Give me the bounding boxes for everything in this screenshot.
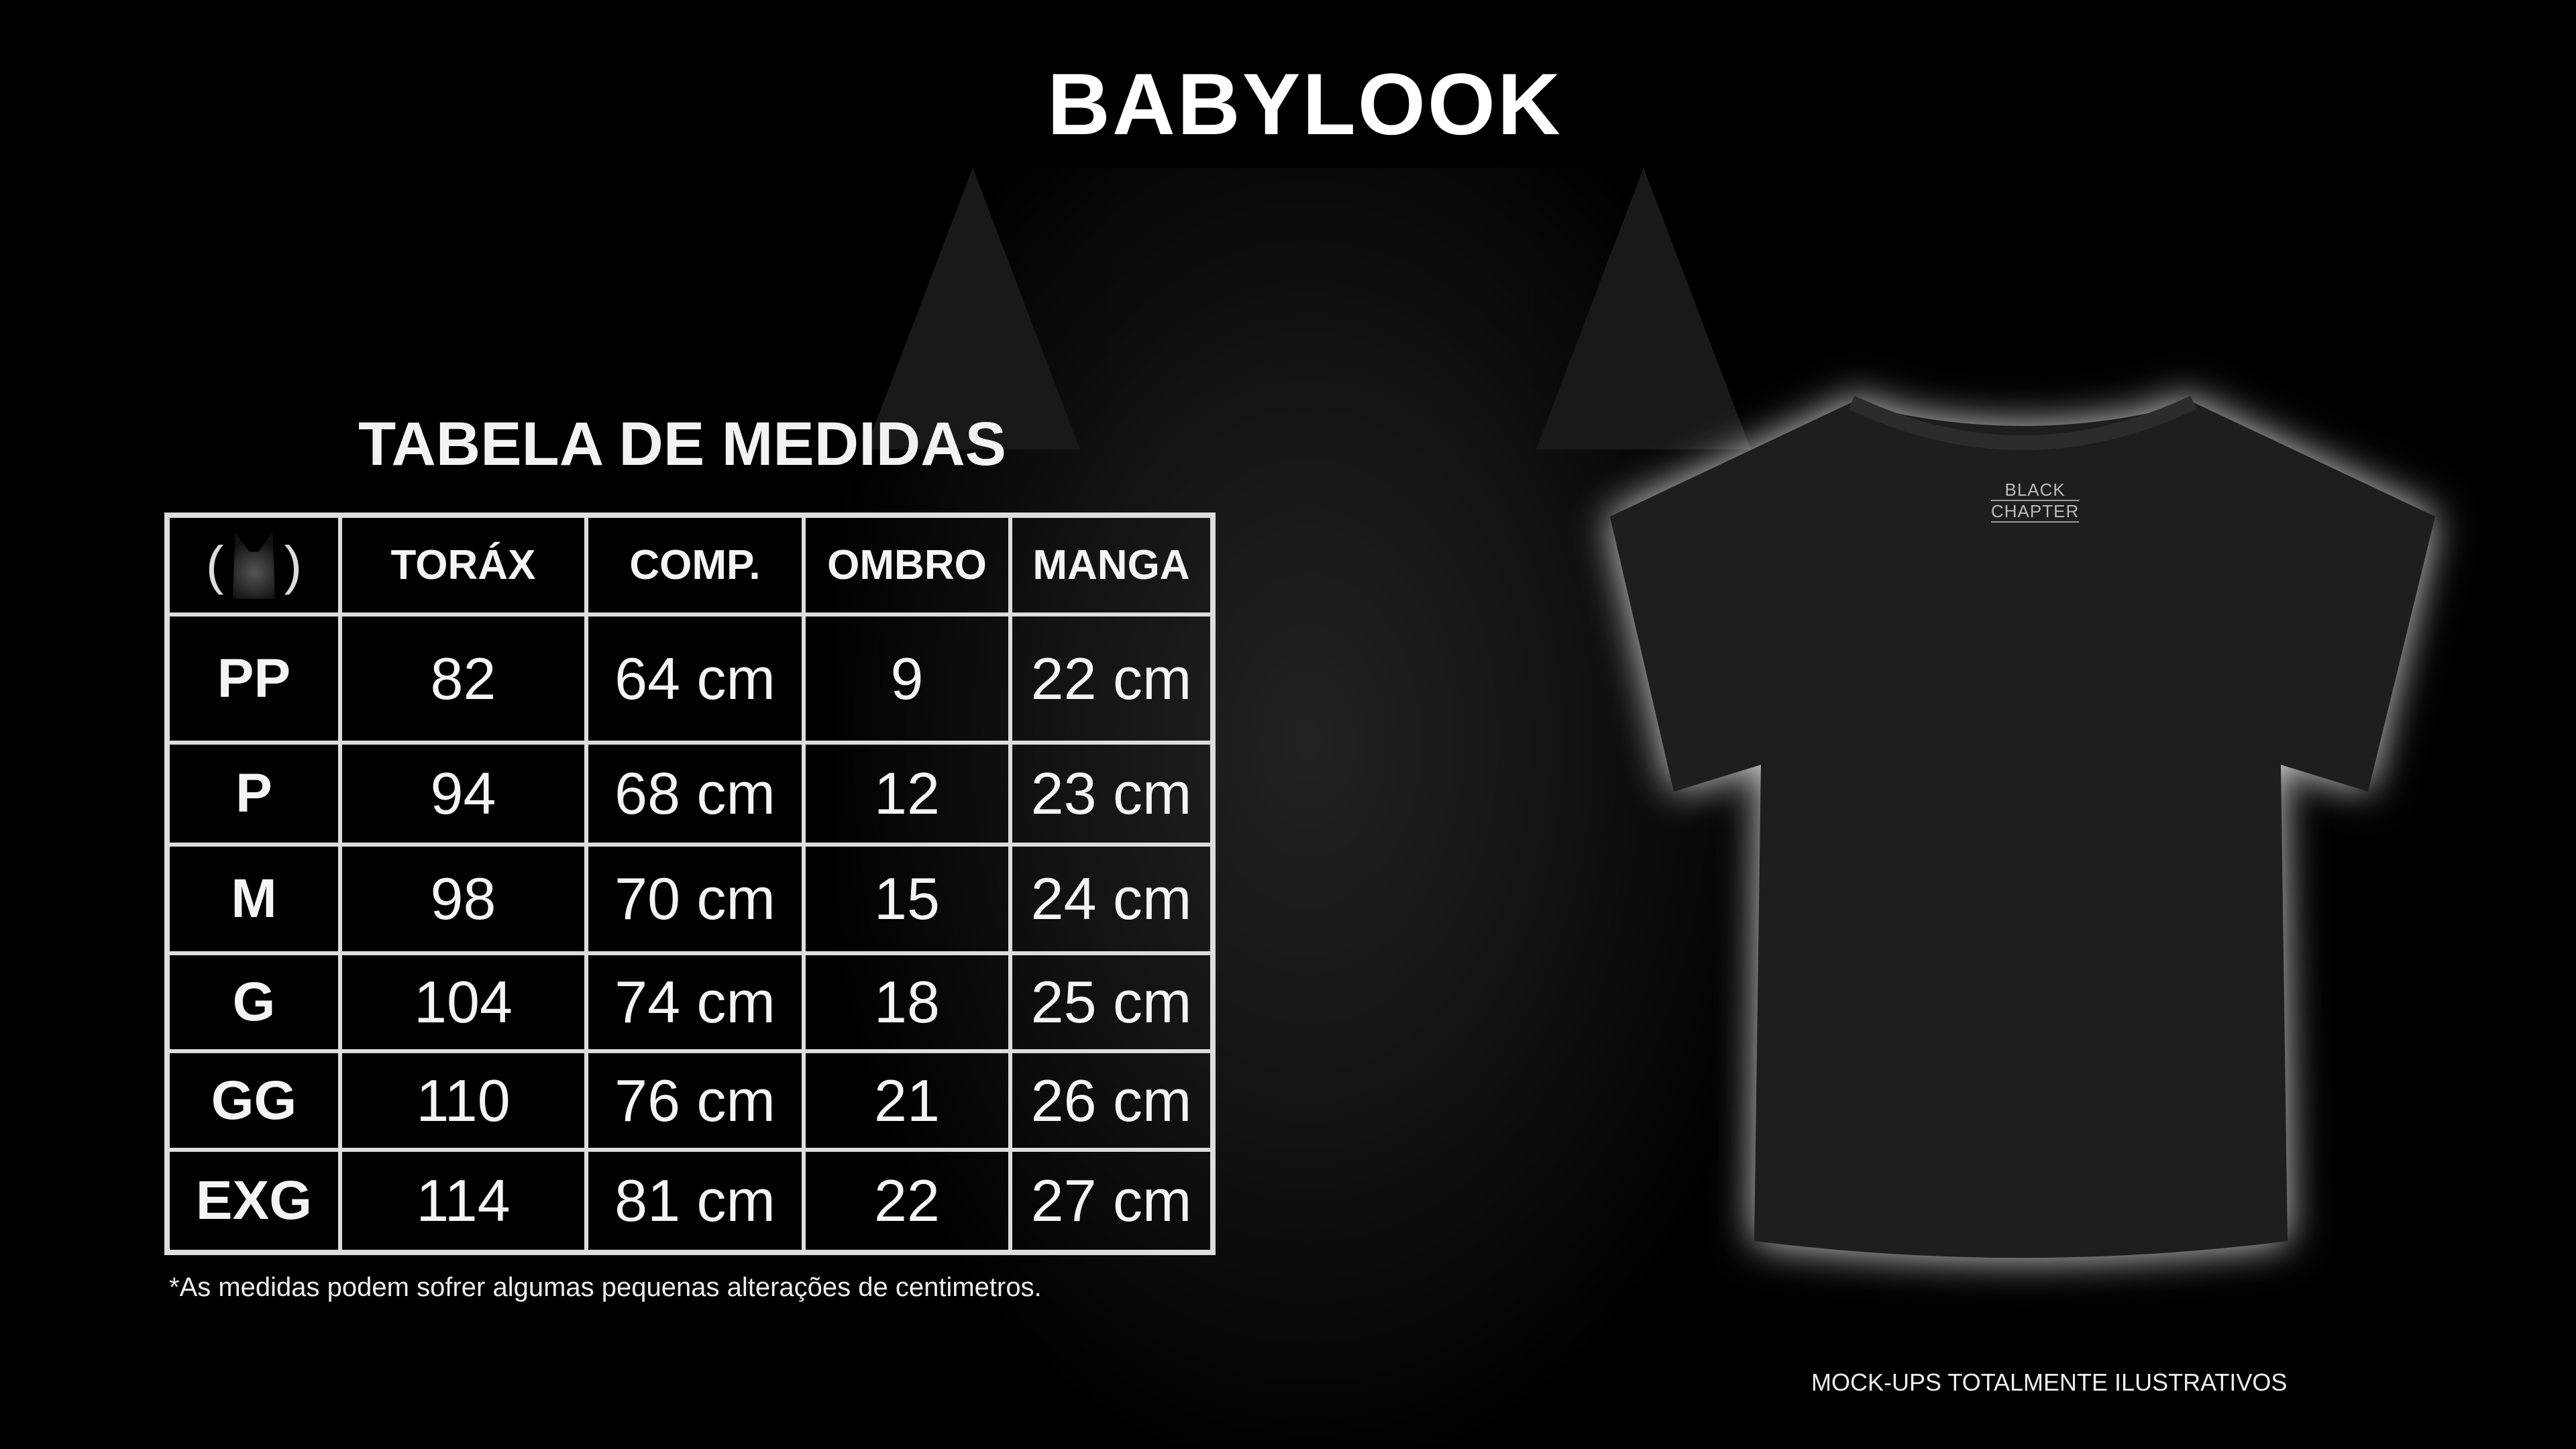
cat-logo-icon: ()	[187, 529, 321, 602]
ombro-cell: 22	[804, 1150, 1010, 1252]
ombro-cell: 12	[804, 743, 1010, 845]
tshirt-body	[1610, 402, 2435, 1258]
comp-cell: 76 cm	[586, 1051, 804, 1150]
ombro-cell: 9	[804, 614, 1010, 743]
footnote: *As medidas podem sofrer algumas pequena…	[169, 1273, 1042, 1302]
header-logo-cell: ()	[168, 516, 340, 614]
header-comp: COMP.	[586, 516, 804, 614]
header-manga: MANGA	[1010, 516, 1212, 614]
brand-line-1: BLACK	[2004, 480, 2065, 500]
header-ombro: OMBRO	[804, 516, 1010, 614]
size-cell: M	[168, 845, 340, 953]
manga-cell: 26 cm	[1010, 1051, 1212, 1150]
tshirt-mockup	[1610, 389, 2435, 1275]
manga-cell: 24 cm	[1010, 845, 1212, 953]
size-cell: EXG	[168, 1150, 340, 1252]
brand-label: BLACK CHAPTER	[1991, 480, 2080, 523]
torax-cell: 94	[340, 743, 586, 845]
torax-cell: 110	[340, 1051, 586, 1150]
size-cell: GG	[168, 1051, 340, 1150]
comp-cell: 74 cm	[586, 953, 804, 1051]
background-cat-image	[839, 168, 1778, 1442]
manga-cell: 22 cm	[1010, 614, 1212, 743]
ombro-cell: 21	[804, 1051, 1010, 1150]
comp-cell: 64 cm	[586, 614, 804, 743]
size-cell: PP	[168, 614, 340, 743]
torax-cell: 104	[340, 953, 586, 1051]
ombro-cell: 18	[804, 953, 1010, 1051]
size-cell: G	[168, 953, 340, 1051]
ombro-cell: 15	[804, 845, 1010, 953]
cat-ear-left	[865, 168, 1080, 449]
page-title: BABYLOOK	[1047, 55, 1562, 153]
comp-cell: 70 cm	[586, 845, 804, 953]
torax-cell: 82	[340, 614, 586, 743]
manga-cell: 25 cm	[1010, 953, 1212, 1051]
torax-cell: 98	[340, 845, 586, 953]
size-table: () TORÁX COMP. OMBRO MANGA PP 82 64 cm 9 22 …	[164, 513, 1216, 1255]
cat-ear-right	[1536, 168, 1751, 449]
comp-cell: 68 cm	[586, 743, 804, 845]
disclaimer: MOCK-UPS TOTALMENTE ILUSTRATIVOS	[1811, 1368, 2288, 1396]
brand-line-2: CHAPTER	[1991, 500, 2080, 523]
table-title: TABELA DE MEDIDAS	[358, 410, 1006, 478]
torax-cell: 114	[340, 1150, 586, 1252]
size-cell: P	[168, 743, 340, 845]
comp-cell: 81 cm	[586, 1150, 804, 1252]
manga-cell: 27 cm	[1010, 1150, 1212, 1252]
header-torax: TORÁX	[340, 516, 586, 614]
manga-cell: 23 cm	[1010, 743, 1212, 845]
